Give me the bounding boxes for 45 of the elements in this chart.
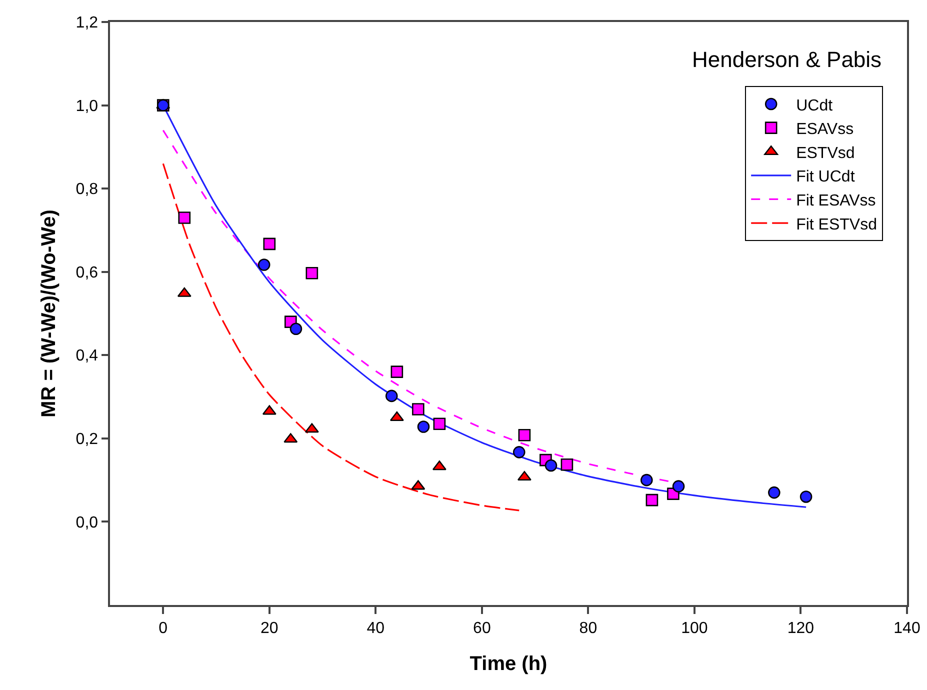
x-tick-label: 100	[681, 620, 708, 637]
x-tick-label: 20	[260, 620, 278, 637]
legend-label: Fit ESTVsd	[796, 216, 877, 234]
legend-label: Fit ESAVss	[796, 192, 876, 210]
point	[417, 420, 430, 433]
y-tick-label: 1,0	[76, 98, 98, 115]
point	[672, 480, 685, 492]
point	[518, 428, 531, 442]
legend-label: Fit UCdt	[796, 168, 856, 186]
point	[544, 459, 558, 472]
point	[800, 490, 812, 503]
legend-label: ESTVsd	[796, 144, 855, 162]
point	[258, 258, 270, 271]
point	[178, 212, 191, 224]
point	[385, 390, 398, 402]
legend-label: UCdt	[796, 97, 834, 114]
point	[263, 238, 276, 250]
y-tick-label: 0,2	[76, 431, 98, 448]
annotation: Henderson & Pabis	[692, 47, 882, 72]
point	[390, 366, 404, 378]
y-tick-label: 0,6	[76, 264, 98, 282]
y-tick-label: 0,0	[76, 514, 98, 532]
point	[306, 266, 318, 280]
legend-label: ESAVss	[796, 121, 854, 138]
point	[640, 474, 653, 486]
x-tick-label: 60	[473, 620, 491, 637]
y-tick-label: 0,4	[76, 348, 98, 365]
point	[433, 418, 446, 430]
x-axis-title: Time (h)	[470, 652, 548, 675]
point	[512, 446, 526, 458]
x-tick-label: 40	[366, 620, 385, 637]
y-tick-label: 1,2	[76, 14, 98, 32]
line-series	[162, 162, 520, 512]
y-tick-label: 0,8	[76, 181, 98, 198]
x-tick-label: 120	[787, 620, 814, 637]
x-tick-label: 0	[158, 620, 168, 637]
point	[646, 494, 658, 506]
x-tick-label: 80	[579, 620, 598, 637]
point	[768, 486, 780, 499]
point	[390, 411, 404, 422]
point	[412, 403, 424, 416]
point	[290, 322, 302, 336]
x-tick-label: 140	[894, 620, 920, 637]
y-axis-title: MR = (W-We)/(Wo-We)	[38, 210, 60, 418]
point	[560, 458, 574, 471]
